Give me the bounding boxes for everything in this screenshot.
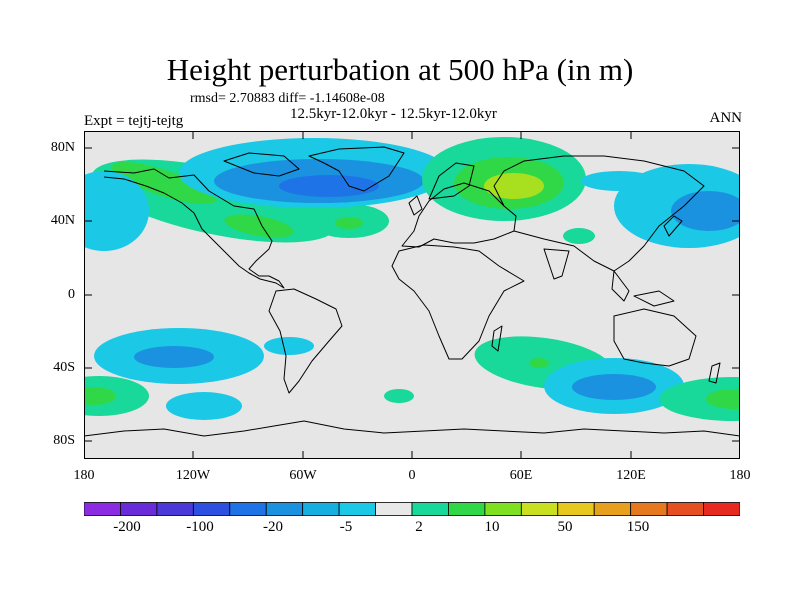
colorbar-swatch [593,502,632,516]
negative-core-south-pacific [134,346,214,368]
colorbar-swatch [557,502,595,516]
colorbar-swatch [120,502,158,516]
positive-core-atlantic [335,217,363,229]
lat-label-80s: 80S [53,433,75,448]
lon-label-180-west: 180 [73,468,95,483]
negative-patch-south-america [264,337,314,355]
colorbar-swatch [229,502,267,516]
coast-europe [401,182,517,248]
positive-core-south-pacific-east [706,389,740,409]
lon-label-120w: 120W [175,468,211,483]
negative-core-south-indian [572,374,656,400]
coast-north-america [103,168,285,289]
coast-australia [613,308,697,367]
colorbar-swatch [338,502,376,516]
positive-core-atlantic-west [224,214,294,238]
colorbar-label: -100 [186,519,214,535]
negative-patch-siberia [581,171,657,191]
coast-south-america [268,288,343,394]
coast-arctic-islands [223,152,300,177]
colorbar-swatch [666,502,704,516]
positive-patch-south-atlantic [384,389,414,403]
negative-anomaly-dateline [84,171,149,251]
lon-label-0: 0 [408,468,416,483]
coast-arabia-asia [493,155,705,272]
negative-patch-southern-ocean [166,392,242,420]
colorbar-label: -20 [263,519,283,535]
coast-southeast-asia [611,270,675,307]
colorbar-swatch [84,502,121,516]
coast-antarctica [84,420,740,437]
lat-label-40n: 40N [50,213,75,228]
lon-tick-marks [192,131,632,459]
positive-anomaly-south-pacific-east [659,377,740,421]
season-label: ANN [709,110,743,126]
period-line: 12.5kyr-12.0kyr - 12.5kyr-12.0kyr [290,106,497,122]
positive-core-eurasia [484,173,544,199]
colorbar-swatch [703,502,740,516]
colorbar-label: -5 [339,519,353,535]
coast-scandinavia [428,162,475,200]
experiment-label: Expt = tejtj-tejtg [84,113,184,129]
colorbar-swatch [265,502,304,516]
coastlines [84,146,740,437]
colorbar-label: 10 [484,519,500,535]
stats-line: rmsd= 2.70883 diff= -1.14608e-08 [190,91,385,106]
positive-patch-china [563,228,595,244]
colorbar-label: 150 [626,519,650,535]
lat-tick-marks [84,147,740,442]
lat-label-40s: 40S [53,360,75,375]
coast-japan [663,215,683,237]
colorbar-swatch [156,502,194,516]
coast-uk [408,195,423,216]
colorbar-label: -200 [113,519,141,535]
coast-africa [391,244,525,360]
colorbar-swatch [302,502,340,516]
colorbar-swatch [630,502,668,516]
coast-greenland [308,146,405,192]
colorbar [84,502,740,516]
positive-core-south-dateline [84,387,116,405]
colorbar-swatch [375,502,413,516]
map-panel [84,131,740,459]
lon-label-120e: 120E [616,468,646,483]
colorbar-swatch [520,502,559,516]
lat-label-0: 0 [68,287,75,302]
positive-anomaly-south-dateline [84,376,149,416]
colorbar-swatch [448,502,486,516]
coast-india [543,248,570,280]
positive-core-indian-ocean [529,358,549,368]
plot-title: Height perturbation at 500 hPa (in m) [166,52,634,87]
coast-new-zealand [708,362,721,384]
negative-core-north-pacific [671,191,740,231]
colorbar-label: 50 [557,519,573,535]
lat-label-80n: 80N [50,140,75,155]
colorbar-swatch [192,502,231,516]
colorbar-label: 2 [415,519,423,535]
negative-core-arctic [279,175,379,197]
colorbar-swatch [484,502,522,516]
lon-label-60e: 60E [509,468,533,483]
coast-madagascar [491,325,503,352]
lon-label-180-east: 180 [729,468,751,483]
lon-label-60w: 60W [289,468,317,483]
colorbar-swatch [411,502,449,516]
